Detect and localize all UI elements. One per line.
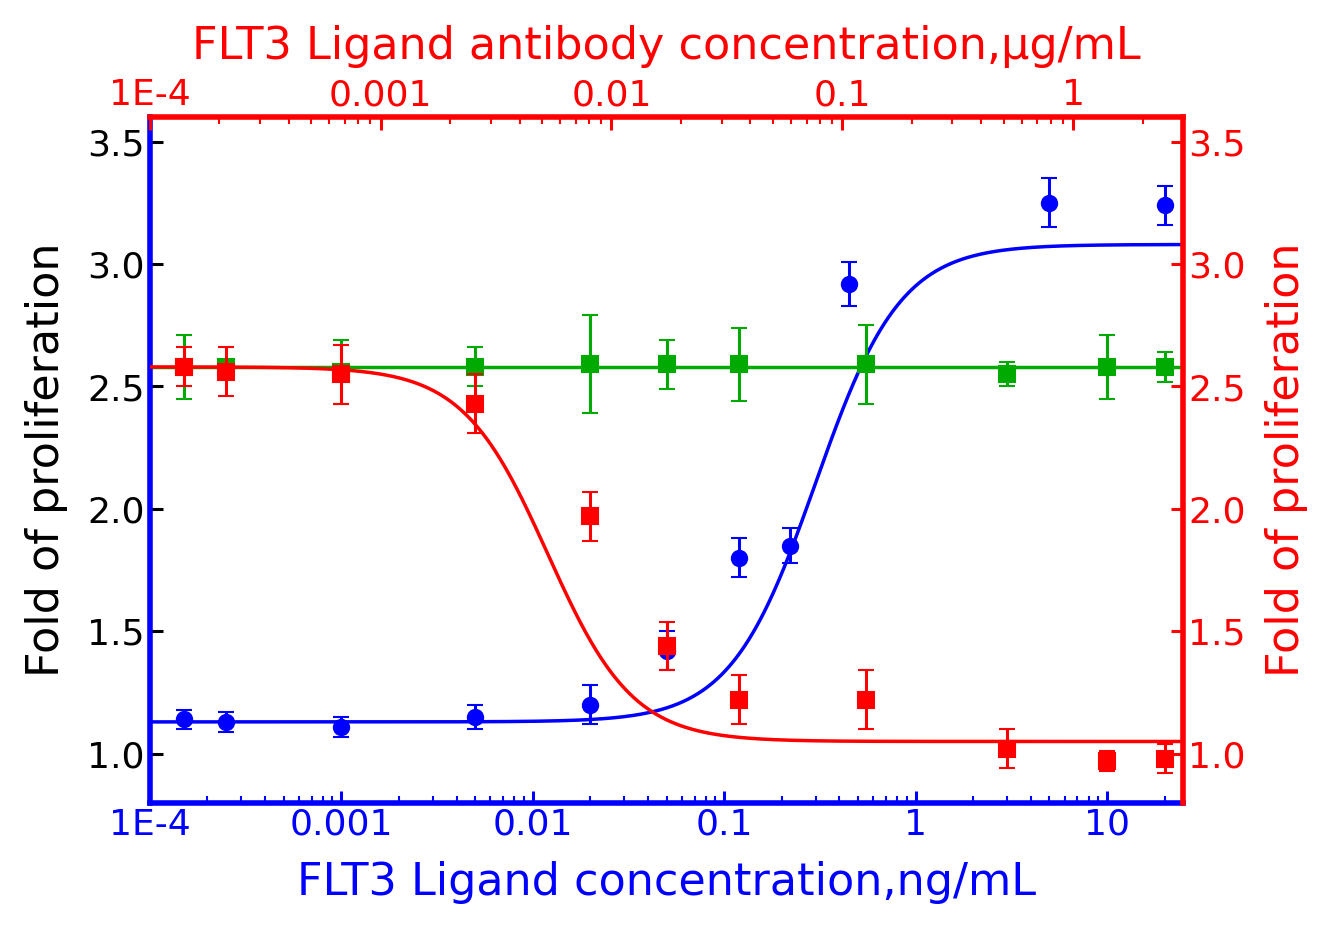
Y-axis label: Fold of proliferation: Fold of proliferation — [25, 242, 68, 677]
Y-axis label: Fold of proliferation: Fold of proliferation — [1265, 242, 1308, 677]
X-axis label: FLT3 Ligand concentration,ng/mL: FLT3 Ligand concentration,ng/mL — [297, 861, 1036, 904]
X-axis label: FLT3 Ligand antibody concentration,μg/mL: FLT3 Ligand antibody concentration,μg/mL — [192, 25, 1141, 68]
